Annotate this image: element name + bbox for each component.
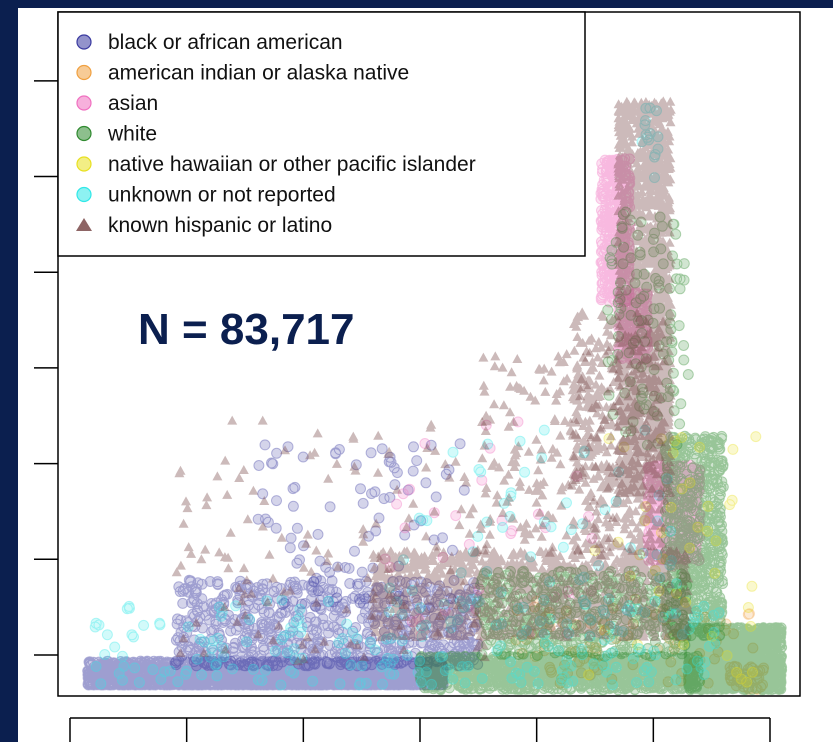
series-2 — [379, 153, 706, 641]
y-axis — [34, 80, 58, 656]
legend-label-2: asian — [108, 92, 158, 115]
point-cloud — [510, 593, 759, 689]
legend-label-5: unknown or not reported — [108, 184, 336, 207]
point-cloud — [169, 574, 484, 672]
legend-label-4: native hawaiian or other pacific islande… — [108, 153, 476, 176]
legend-marker-2 — [76, 95, 92, 111]
point-cloud — [724, 660, 770, 695]
x-axis — [69, 717, 771, 742]
series-0 — [82, 438, 484, 691]
series-4 — [583, 431, 762, 688]
point-cloud — [384, 424, 683, 620]
data-points — [82, 96, 788, 696]
legend-label-0: black or african american — [108, 31, 343, 54]
legend-marker-1 — [76, 64, 92, 81]
point-cloud — [82, 655, 449, 691]
point-cloud — [683, 622, 788, 696]
legend-label-1: american indian or alaska native — [108, 62, 409, 85]
point-cloud — [583, 431, 762, 688]
point-cloud — [642, 459, 706, 566]
point-cloud — [636, 102, 664, 184]
point-cloud — [566, 307, 670, 555]
series-3 — [414, 206, 788, 696]
legend-marker-3 — [76, 125, 92, 142]
annotation-n: N = 83,717 — [138, 305, 355, 354]
series-1 — [510, 593, 770, 695]
series-5 — [89, 102, 725, 691]
point-cloud — [595, 153, 636, 308]
series-6 — [171, 96, 694, 666]
point-cloud — [89, 593, 725, 691]
point-cloud — [252, 438, 470, 614]
legend-marker-6 — [76, 218, 92, 231]
point-cloud — [474, 565, 693, 662]
point-cloud — [613, 96, 676, 498]
legend-marker-0 — [76, 34, 92, 50]
point-cloud — [613, 287, 654, 365]
legend: black or african american american indian… — [57, 11, 586, 257]
point-cloud — [659, 430, 729, 643]
legend-marker-5 — [76, 186, 92, 203]
legend-label-3: white — [107, 123, 157, 146]
legend-marker-4 — [76, 156, 92, 172]
legend-box — [57, 11, 586, 257]
point-cloud — [379, 416, 598, 641]
point-cloud — [475, 345, 620, 560]
point-cloud — [171, 415, 492, 666]
legend-label-6: known hispanic or latino — [108, 214, 332, 237]
point-cloud — [368, 546, 694, 642]
point-cloud — [602, 206, 694, 451]
point-cloud — [414, 650, 706, 696]
